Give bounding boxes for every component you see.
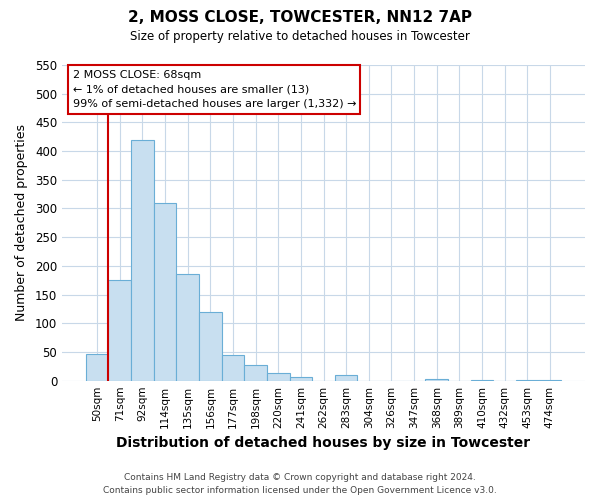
- Bar: [244, 364, 267, 380]
- Text: Size of property relative to detached houses in Towcester: Size of property relative to detached ho…: [130, 30, 470, 43]
- Bar: [199, 312, 221, 380]
- Bar: [154, 203, 176, 380]
- Text: 2 MOSS CLOSE: 68sqm
← 1% of detached houses are smaller (13)
99% of semi-detache: 2 MOSS CLOSE: 68sqm ← 1% of detached hou…: [73, 70, 356, 110]
- Bar: [425, 379, 448, 380]
- Y-axis label: Number of detached properties: Number of detached properties: [15, 124, 28, 322]
- Bar: [176, 274, 199, 380]
- Bar: [221, 355, 244, 380]
- Bar: [267, 373, 290, 380]
- Bar: [86, 354, 109, 380]
- Bar: [290, 376, 312, 380]
- Bar: [131, 140, 154, 380]
- Text: Contains HM Land Registry data © Crown copyright and database right 2024.
Contai: Contains HM Land Registry data © Crown c…: [103, 474, 497, 495]
- X-axis label: Distribution of detached houses by size in Towcester: Distribution of detached houses by size …: [116, 436, 530, 450]
- Bar: [335, 375, 358, 380]
- Text: 2, MOSS CLOSE, TOWCESTER, NN12 7AP: 2, MOSS CLOSE, TOWCESTER, NN12 7AP: [128, 10, 472, 25]
- Bar: [109, 280, 131, 380]
